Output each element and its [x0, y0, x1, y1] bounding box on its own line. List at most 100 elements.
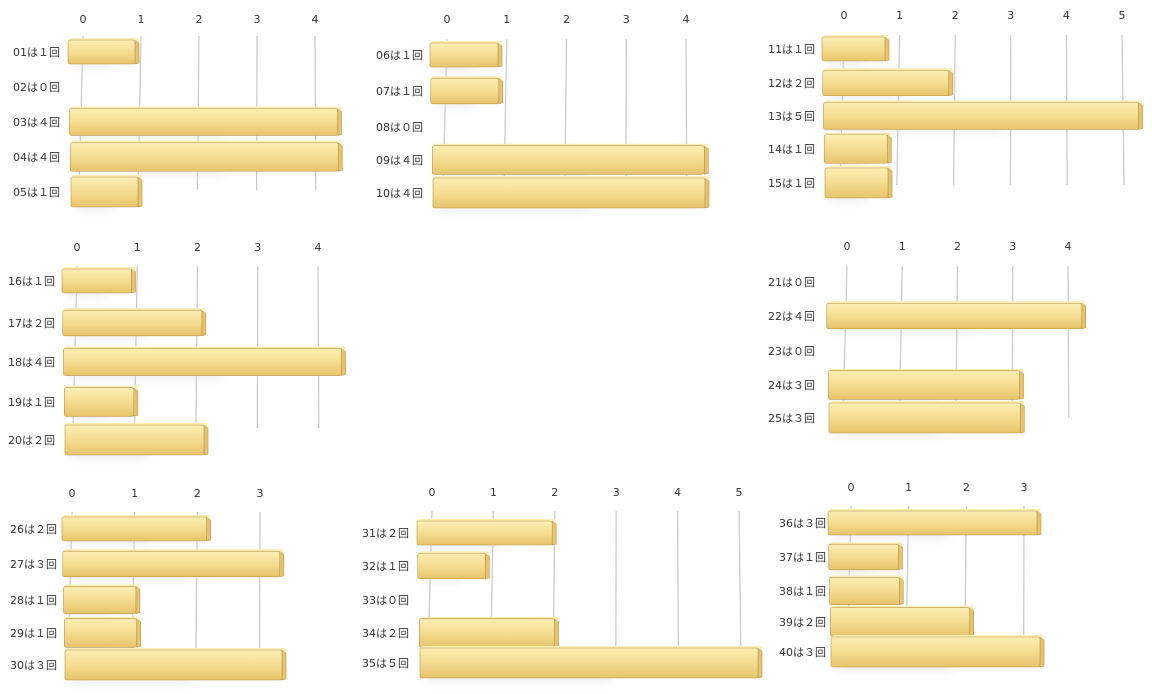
bars — [827, 509, 1045, 669]
category-label: 20は２回 — [8, 434, 55, 447]
bar-top — [62, 267, 136, 272]
x-tick-label: 2 — [563, 13, 570, 26]
bar-top — [68, 38, 139, 43]
bar-side — [201, 309, 207, 337]
x-tick-label: 3 — [613, 486, 620, 499]
bar-top — [822, 35, 889, 40]
bars — [67, 38, 343, 209]
bar-front — [69, 108, 338, 136]
x-tick-labels: 0 1 2 3 4 5 — [841, 9, 1126, 22]
bar-top — [432, 143, 709, 149]
category-labels: 06は１回 07は１回 08は０回 09は４回 10は４回 — [376, 49, 423, 200]
x-tick-label: 2 — [194, 241, 201, 254]
bar-side — [1039, 636, 1045, 668]
bar-side — [341, 347, 346, 376]
category-label: 16は１回 — [8, 275, 55, 288]
bar — [61, 515, 211, 542]
bar — [63, 346, 346, 376]
bar — [823, 100, 1143, 130]
x-tick-labels: 0 1 2 3 — [69, 487, 264, 500]
x-tick-label: 1 — [134, 241, 141, 254]
category-label: 13は５回 — [768, 110, 815, 123]
bar-front — [430, 77, 500, 105]
bar-front — [419, 647, 759, 679]
x-tick-label: 0 — [848, 481, 855, 494]
bar-side — [886, 134, 892, 164]
grid-line — [738, 510, 742, 661]
bar-front — [62, 309, 203, 337]
bar-side — [281, 649, 287, 681]
bar-top — [826, 301, 1086, 307]
category-label: 26は２回 — [10, 523, 57, 536]
bar — [69, 140, 343, 172]
bar-side — [134, 39, 140, 65]
bar-front — [822, 69, 950, 97]
bar-side — [1138, 101, 1143, 130]
bar — [827, 509, 1042, 536]
bar-side — [898, 543, 903, 571]
bar-front — [63, 348, 342, 376]
bar-side — [485, 552, 490, 580]
category-label: 30は３回 — [10, 659, 57, 672]
bar-side — [497, 42, 503, 68]
bar-front — [828, 402, 1021, 434]
bar-front — [419, 618, 555, 648]
x-tick-label: 0 — [444, 13, 451, 26]
category-label: 27は３回 — [10, 558, 57, 571]
x-tick-label: 1 — [131, 487, 138, 500]
x-tick-labels: 0 1 2 3 4 — [80, 13, 319, 26]
bar-top — [831, 635, 1044, 640]
bar-top — [822, 68, 953, 74]
x-tick-label: 2 — [954, 240, 961, 253]
bar-front — [64, 424, 205, 456]
x-tick-labels: 0 1 2 3 4 — [844, 240, 1072, 253]
x-tick-labels: 0 1 2 3 4 — [444, 13, 690, 26]
bars — [61, 267, 346, 457]
x-tick-label: 4 — [315, 241, 322, 254]
x-tick-label: 2 — [194, 487, 201, 500]
chart-panel-2: 0 1 2 3 4 06は１回 07は１回 08は０回 09は４回 10は４回 — [376, 13, 710, 210]
bar — [822, 68, 954, 97]
x-tick-label: 5 — [1119, 9, 1126, 22]
bar-front — [62, 550, 281, 578]
category-label: 35は５回 — [362, 657, 409, 670]
x-tick-label: 3 — [623, 13, 630, 26]
bar — [61, 267, 136, 294]
category-label: 03は４回 — [13, 116, 60, 129]
bar-front — [823, 102, 1139, 130]
bar-top — [62, 308, 206, 314]
bar-top — [433, 176, 709, 181]
bar — [429, 41, 503, 68]
bar-front — [824, 167, 889, 199]
bar — [62, 308, 207, 337]
bar-side — [279, 550, 285, 578]
bar — [64, 648, 287, 681]
x-tick-label: 2 — [551, 486, 558, 499]
x-tick-label: 4 — [1063, 9, 1070, 22]
bar-top — [829, 401, 1025, 406]
bar-side — [135, 585, 141, 614]
category-label: 25は３回 — [768, 412, 815, 425]
bar — [417, 551, 490, 580]
bar-side — [948, 69, 954, 97]
bar-front — [830, 636, 1041, 668]
bars — [429, 41, 710, 210]
category-label: 15は１回 — [768, 177, 815, 190]
bar-front — [416, 520, 553, 546]
bar — [416, 519, 557, 546]
category-labels: 11は１回 12は２回 13は５回 14は１回 15は１回 — [768, 43, 815, 190]
chart-panel-8: 0 1 2 3 36は３回 37は１回 38は１回 39は２回 40は３回 — [779, 481, 1045, 669]
bar-top — [430, 76, 503, 82]
category-label: 17は２回 — [8, 317, 55, 330]
bar-front — [821, 36, 886, 62]
bar-top — [417, 551, 490, 557]
bar-front — [432, 177, 706, 209]
bar-front — [64, 649, 283, 681]
x-tick-label: 3 — [254, 13, 261, 26]
x-tick-label: 1 — [896, 9, 903, 22]
bar — [62, 549, 285, 578]
bar — [419, 616, 559, 648]
category-labels: 36は３回 37は１回 38は１回 39は２回 40は３回 — [779, 517, 826, 659]
x-tick-labels: 0 1 2 3 4 — [74, 241, 322, 254]
x-tick-label: 5 — [736, 486, 743, 499]
